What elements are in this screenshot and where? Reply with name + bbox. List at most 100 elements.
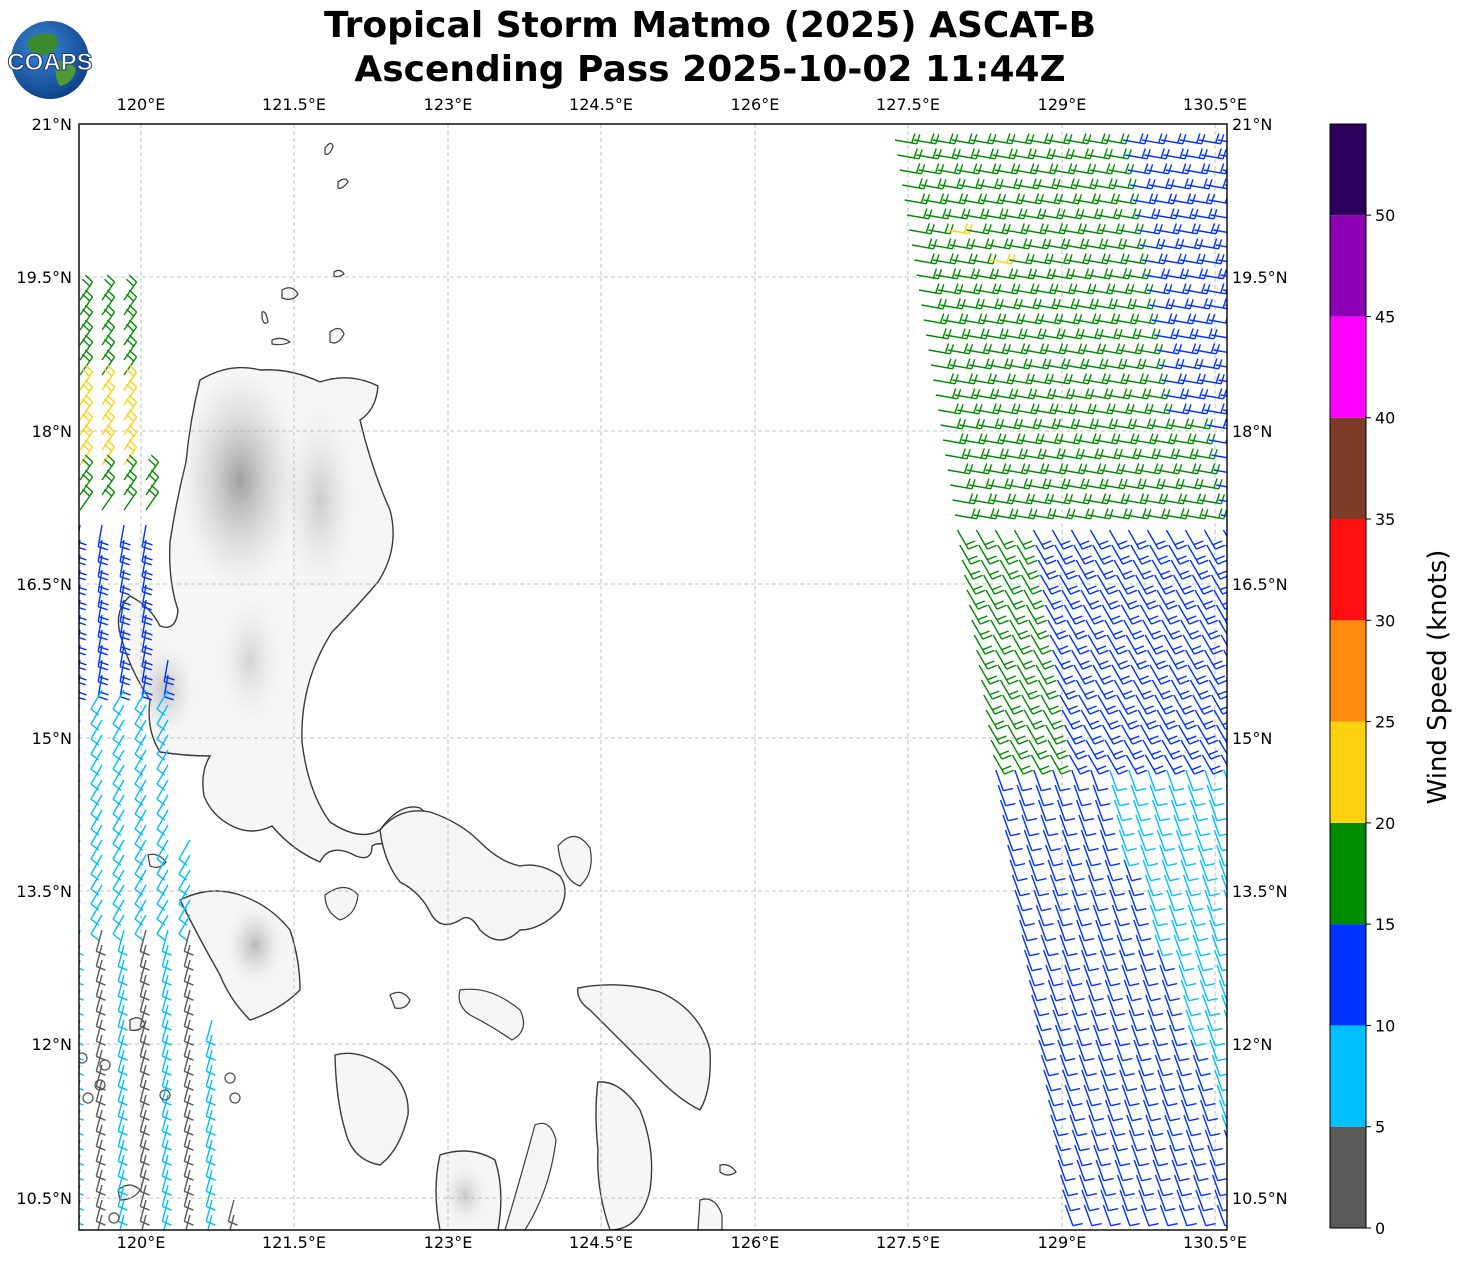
wind-barb xyxy=(178,899,191,926)
wind-barb xyxy=(1166,769,1185,792)
wind-barb xyxy=(1201,634,1223,655)
wind-barb xyxy=(1009,373,1035,385)
wind-barb xyxy=(1018,193,1045,205)
wind-barb xyxy=(1192,328,1218,340)
wind-barb xyxy=(139,1199,150,1226)
wind-barb xyxy=(1076,1159,1095,1182)
wind-barb xyxy=(112,914,125,941)
wind-barb xyxy=(1126,1114,1145,1137)
wind-barb xyxy=(1037,799,1057,822)
wind-barb xyxy=(1127,529,1149,550)
wind-barb xyxy=(1187,664,1209,685)
wind-barb xyxy=(1225,904,1227,909)
wind-barb xyxy=(1045,844,1064,867)
wind-barb xyxy=(1004,343,1031,355)
wind-barb xyxy=(1045,964,1064,987)
lon-tick-label-bottom: 126°E xyxy=(731,1233,780,1252)
wind-barb xyxy=(1132,193,1159,205)
wind-barb xyxy=(1180,253,1206,265)
wind-barb xyxy=(1211,454,1227,459)
wind-barb xyxy=(112,854,125,881)
wind-barb xyxy=(1056,193,1083,205)
wind-barb xyxy=(1168,904,1187,927)
wind-barb xyxy=(1051,529,1073,550)
wind-barb xyxy=(1044,358,1071,370)
wind-barb xyxy=(1097,694,1119,715)
wind-barb xyxy=(1064,478,1090,490)
wind-barb xyxy=(954,148,980,160)
wind-barb xyxy=(1142,373,1168,385)
wind-barb xyxy=(1127,283,1154,295)
wind-barb xyxy=(1187,904,1206,927)
wind-barb xyxy=(1087,508,1114,520)
wind-barb xyxy=(1065,133,1092,145)
wind-barb xyxy=(1083,844,1102,867)
wind-barb xyxy=(1128,1129,1147,1152)
wind-barb xyxy=(1211,1054,1227,1077)
wind-barb xyxy=(205,1184,216,1211)
wind-barb xyxy=(1130,904,1149,927)
wind-barb xyxy=(1109,1009,1128,1032)
wind-barb xyxy=(970,133,997,145)
wind-barb xyxy=(1182,874,1202,897)
wind-barb xyxy=(141,539,153,566)
wind-barb xyxy=(1142,1099,1162,1122)
wind-barb xyxy=(1123,859,1142,882)
wind-barb xyxy=(940,298,966,310)
wind-barb xyxy=(134,719,147,746)
wind-barb xyxy=(1130,784,1149,807)
wind-barb xyxy=(1066,493,1093,505)
wind-barb xyxy=(1118,829,1137,852)
wind-barb xyxy=(975,283,1002,295)
wind-barb xyxy=(161,1019,172,1046)
wind-barb xyxy=(156,779,169,806)
wind-barb xyxy=(1142,493,1169,505)
wind-barb xyxy=(1125,754,1147,775)
wind-barb xyxy=(1173,934,1192,957)
wind-barb xyxy=(997,784,1016,807)
wind-barb xyxy=(966,343,993,355)
wind-barb xyxy=(1144,874,1164,897)
wind-barb xyxy=(1188,1144,1207,1167)
wind-barb xyxy=(1177,358,1204,370)
wind-barb xyxy=(904,193,931,205)
coaps-globe-logo-icon: COAPS xyxy=(7,21,93,99)
wind-barb xyxy=(1204,1009,1223,1032)
wind-barb xyxy=(1180,619,1202,640)
wind-barb xyxy=(1115,574,1138,595)
wind-barb xyxy=(1137,223,1163,235)
wind-barb xyxy=(1170,679,1192,700)
wind-barb xyxy=(1069,1114,1088,1137)
wind-barb xyxy=(1021,814,1040,837)
wind-barb xyxy=(949,358,976,370)
wind-barb xyxy=(1190,919,1209,942)
wind-barb xyxy=(1170,559,1192,580)
wind-barb xyxy=(1185,1009,1204,1032)
wind-barb xyxy=(1004,829,1023,852)
wind-barb xyxy=(997,664,1019,685)
wind-barb xyxy=(1097,448,1123,460)
wind-barb xyxy=(1075,193,1102,205)
wind-barb xyxy=(183,1034,194,1061)
wind-barb xyxy=(954,388,981,400)
wind-barb xyxy=(95,944,106,971)
wind-barb xyxy=(973,388,1000,400)
wind-barb xyxy=(1006,724,1029,745)
wind-barb xyxy=(1033,1009,1052,1032)
wind-barb xyxy=(1002,814,1021,837)
wind-barb xyxy=(205,1034,216,1061)
wind-barb xyxy=(1182,754,1204,775)
wind-barb xyxy=(161,1154,172,1181)
wind-barb xyxy=(1218,859,1227,882)
wind-barb xyxy=(1177,604,1199,625)
wind-barb xyxy=(1209,1159,1227,1182)
wind-barb xyxy=(1097,1054,1116,1077)
wind-barb xyxy=(1154,814,1173,837)
wind-barb xyxy=(1201,388,1227,400)
wind-barb xyxy=(90,824,103,851)
wind-barb xyxy=(1030,754,1052,775)
wind-barb xyxy=(1047,1099,1067,1122)
wind-barb xyxy=(156,719,169,746)
wind-barb xyxy=(1073,418,1100,430)
wind-barb xyxy=(1016,298,1042,310)
